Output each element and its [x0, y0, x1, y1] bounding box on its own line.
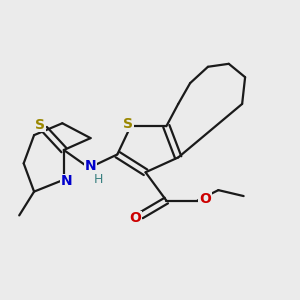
Text: O: O [129, 212, 141, 225]
Text: O: O [199, 192, 211, 206]
Text: N: N [61, 174, 73, 188]
Text: S: S [123, 117, 133, 131]
Text: N: N [85, 159, 96, 173]
Text: S: S [35, 118, 45, 132]
Text: H: H [93, 172, 103, 186]
